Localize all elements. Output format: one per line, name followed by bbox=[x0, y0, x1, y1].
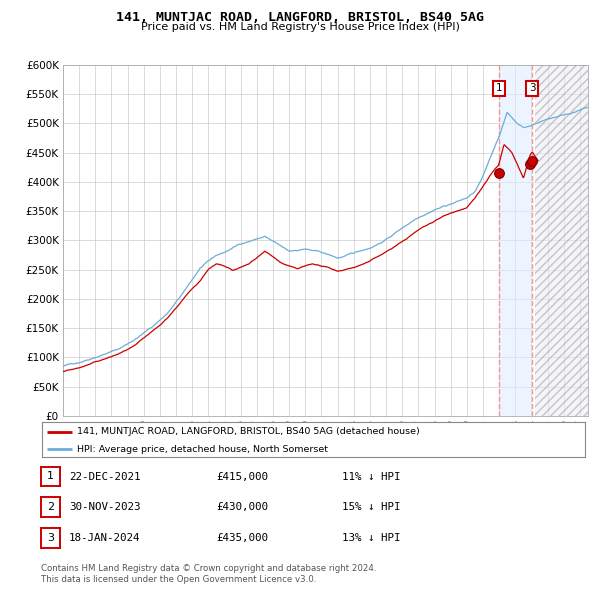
Text: 13% ↓ HPI: 13% ↓ HPI bbox=[342, 533, 401, 543]
Text: 1: 1 bbox=[496, 83, 502, 93]
Text: Price paid vs. HM Land Registry's House Price Index (HPI): Price paid vs. HM Land Registry's House … bbox=[140, 22, 460, 32]
Text: 3: 3 bbox=[529, 83, 536, 93]
Text: HPI: Average price, detached house, North Somerset: HPI: Average price, detached house, Nort… bbox=[77, 445, 328, 454]
Text: 22-DEC-2021: 22-DEC-2021 bbox=[69, 472, 140, 481]
Bar bbox=[499, 65, 532, 416]
Text: £430,000: £430,000 bbox=[216, 503, 268, 512]
Text: 141, MUNTJAC ROAD, LANGFORD, BRISTOL, BS40 5AG: 141, MUNTJAC ROAD, LANGFORD, BRISTOL, BS… bbox=[116, 11, 484, 24]
Bar bbox=[535, 65, 588, 416]
Text: 1: 1 bbox=[47, 471, 54, 481]
Text: £415,000: £415,000 bbox=[216, 472, 268, 481]
Text: 15% ↓ HPI: 15% ↓ HPI bbox=[342, 503, 401, 512]
Text: 141, MUNTJAC ROAD, LANGFORD, BRISTOL, BS40 5AG (detached house): 141, MUNTJAC ROAD, LANGFORD, BRISTOL, BS… bbox=[77, 427, 420, 436]
Text: £435,000: £435,000 bbox=[216, 533, 268, 543]
Text: 3: 3 bbox=[47, 533, 54, 543]
Text: 18-JAN-2024: 18-JAN-2024 bbox=[69, 533, 140, 543]
Text: This data is licensed under the Open Government Licence v3.0.: This data is licensed under the Open Gov… bbox=[41, 575, 316, 584]
Text: 2: 2 bbox=[47, 502, 54, 512]
Text: Contains HM Land Registry data © Crown copyright and database right 2024.: Contains HM Land Registry data © Crown c… bbox=[41, 565, 376, 573]
Text: 11% ↓ HPI: 11% ↓ HPI bbox=[342, 472, 401, 481]
Text: 30-NOV-2023: 30-NOV-2023 bbox=[69, 503, 140, 512]
